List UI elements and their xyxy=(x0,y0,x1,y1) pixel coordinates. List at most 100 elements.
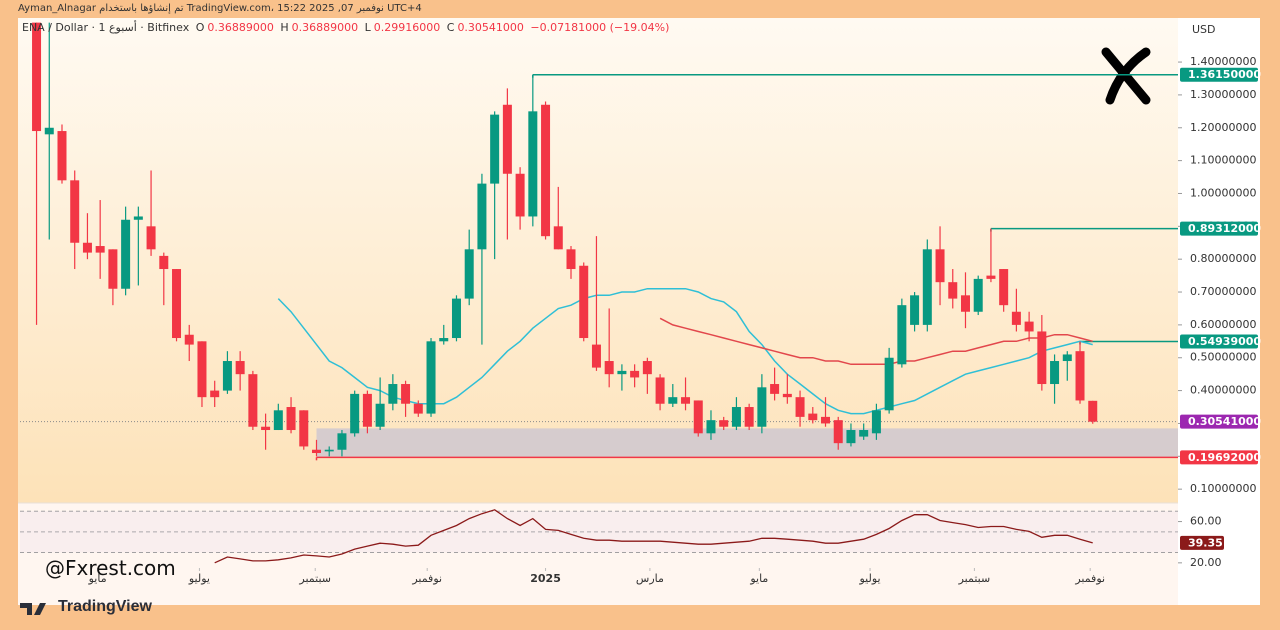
candle-body xyxy=(401,384,411,404)
candle-body xyxy=(1088,400,1098,422)
candle-body xyxy=(286,407,296,431)
candle-body xyxy=(960,295,970,312)
candle-body xyxy=(311,449,321,454)
level-tag xyxy=(1180,334,1258,349)
level-tag-label: 0.19692000 xyxy=(1188,451,1261,464)
candle-body xyxy=(502,104,512,174)
y-tick-label: 1.10000000 xyxy=(1190,154,1256,167)
candle-body xyxy=(1075,351,1085,401)
candle-body xyxy=(642,361,652,375)
candle-body xyxy=(426,341,436,414)
y-tick-label: 0.10000000 xyxy=(1190,482,1256,495)
x-tick-label: نوفمبر xyxy=(411,572,442,585)
candle-body xyxy=(388,384,398,404)
y-tick-label: 1.00000000 xyxy=(1190,186,1256,199)
candle-body xyxy=(782,393,792,398)
x-tick-label: سبتمبر xyxy=(958,572,991,585)
y-tick-label: 0.60000000 xyxy=(1190,318,1256,331)
rsi-tag xyxy=(1180,535,1224,550)
candle-body xyxy=(719,420,729,427)
candle-body xyxy=(566,249,576,270)
candle-body xyxy=(1050,361,1060,385)
tv-logo xyxy=(20,603,46,615)
candle-body xyxy=(70,180,80,243)
candle-body xyxy=(95,246,105,253)
candle-body xyxy=(146,226,156,250)
candle-body xyxy=(668,397,678,404)
high-value: 0.36889000 xyxy=(291,21,359,34)
candle-body xyxy=(121,219,131,289)
candle-body xyxy=(630,370,640,378)
candle-body xyxy=(490,114,500,184)
caption: Ayman_Alnagar تم إنشاؤها باستخدام Tradin… xyxy=(18,3,422,14)
candle-body xyxy=(1037,331,1047,385)
candle-body xyxy=(935,249,945,283)
candle-body xyxy=(999,269,1009,306)
candle-body xyxy=(821,416,831,424)
rsi-tag-label: 39.35 xyxy=(1188,536,1223,549)
y-tick-label: 0.50000000 xyxy=(1190,351,1256,364)
candle-body xyxy=(337,433,347,450)
rsi-band-fill xyxy=(20,511,1178,553)
candle-body xyxy=(350,393,360,434)
candle-body xyxy=(604,361,614,375)
rsi-line xyxy=(214,509,1093,564)
candle-body xyxy=(1062,354,1072,362)
change: −0.07181000 (−19.04%) xyxy=(530,21,670,34)
candle-body xyxy=(871,410,881,434)
level-tag-label: 0.54939000 xyxy=(1188,335,1261,348)
candle-body xyxy=(859,430,869,437)
candle-body xyxy=(528,111,538,217)
candle-body xyxy=(770,384,780,394)
candle-body xyxy=(133,216,143,220)
candle-body xyxy=(222,361,232,391)
candle-body xyxy=(515,173,525,217)
candle-body xyxy=(973,278,983,312)
candle-body xyxy=(464,249,474,299)
candle-body xyxy=(44,127,54,135)
candle-body xyxy=(846,430,856,444)
candle-body xyxy=(1024,321,1034,332)
candle-body xyxy=(324,449,334,452)
candle-body xyxy=(617,370,627,375)
price-pane xyxy=(18,18,1178,503)
candle-body xyxy=(986,275,996,279)
candle-body xyxy=(579,265,589,339)
moving-average xyxy=(277,287,1093,415)
y-tick-label: 0.70000000 xyxy=(1190,285,1256,298)
x-tick-label: مايو xyxy=(88,572,107,585)
candle-body xyxy=(273,410,283,431)
candle-body xyxy=(693,400,703,434)
close-value: 0.30541000 xyxy=(457,21,524,34)
candle-body xyxy=(413,403,423,414)
candle-body xyxy=(553,226,563,250)
logo xyxy=(1101,47,1151,105)
watermark: @Fxrest.com xyxy=(45,556,176,580)
level-tag xyxy=(1180,67,1258,82)
candle-body xyxy=(731,407,741,427)
open-label: O xyxy=(195,21,205,34)
candle-body xyxy=(833,420,843,444)
candle-body xyxy=(248,374,258,427)
rsi-pane xyxy=(18,503,1178,605)
open-value: 0.36889000 xyxy=(207,21,274,34)
candle-body xyxy=(655,377,665,404)
candle-body xyxy=(210,390,220,398)
legend: ENA / Dollar · 1 أسبوع · Bitfinex O 0.368… xyxy=(22,21,672,34)
support-zone xyxy=(316,428,1178,458)
candle-body xyxy=(172,269,182,339)
rsi-tick-label: 60.00 xyxy=(1190,515,1222,528)
candle-body xyxy=(477,183,487,250)
candle-body xyxy=(439,338,449,342)
x-tick-label: سبتمبر xyxy=(298,572,331,585)
candle-body xyxy=(948,282,958,299)
x-tick-label: يوليو xyxy=(188,572,210,585)
rsi-tick-label: 20.00 xyxy=(1190,556,1222,569)
x-tick-label: مارس xyxy=(636,572,664,585)
high-label: H xyxy=(280,21,289,34)
candle-body xyxy=(744,407,754,427)
candle-body xyxy=(32,22,42,132)
candle-body xyxy=(910,295,920,325)
